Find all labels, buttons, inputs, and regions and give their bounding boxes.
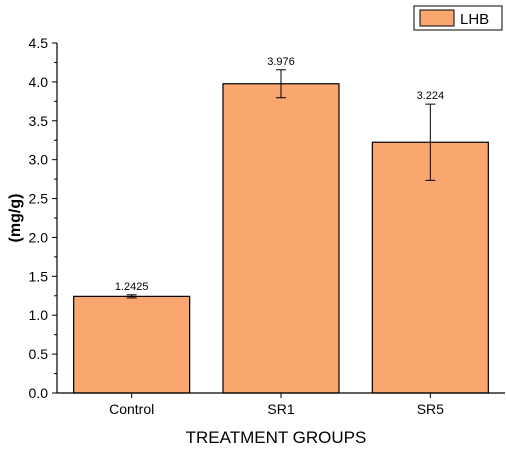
data-label: 3.224 xyxy=(417,90,445,102)
x-axis: Control SR1 SR5 xyxy=(57,392,505,417)
y-tick-label: 0.0 xyxy=(29,385,49,401)
bar-control xyxy=(73,295,191,394)
y-tick-label: 2.0 xyxy=(29,229,49,245)
y-tick-label: 0.5 xyxy=(29,346,49,362)
x-tick-label: SR1 xyxy=(267,401,294,417)
y-tick-label: 3.0 xyxy=(29,152,49,168)
y-tick-label: 1.5 xyxy=(29,268,49,284)
bars: 1.2425 3.976 3.224 xyxy=(73,56,489,394)
y-axis: 0.0 0.5 1.0 1.5 2.0 2.5 3.0 3.5 4.0 4.5 xyxy=(29,35,58,401)
y-tick-label: 1.0 xyxy=(29,307,49,323)
data-label: 3.976 xyxy=(267,56,295,68)
y-axis-label: (mg/g) xyxy=(7,194,24,243)
y-tick-label: 4.0 xyxy=(29,74,49,90)
x-tick-label: SR5 xyxy=(417,401,444,417)
legend: LHB xyxy=(413,5,503,31)
bar-sr5 xyxy=(371,141,489,394)
y-tick-label: 3.5 xyxy=(29,113,49,129)
legend-label-lhb: LHB xyxy=(460,11,489,28)
y-tick-label: 4.5 xyxy=(29,35,49,51)
x-tick-label: Control xyxy=(109,401,154,417)
y-tick-label: 2.5 xyxy=(29,191,49,207)
bar-sr1 xyxy=(222,83,340,394)
x-axis-label: TREATMENT GROUPS xyxy=(186,428,367,447)
data-label: 1.2425 xyxy=(115,281,149,293)
legend-swatch-lhb xyxy=(419,9,455,27)
